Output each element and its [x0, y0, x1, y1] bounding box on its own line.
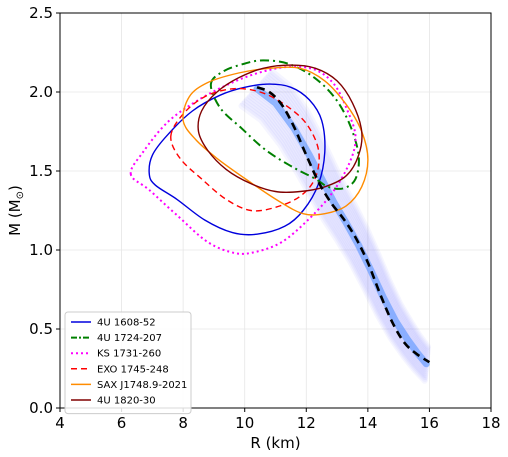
y-tick-label: 0.5	[29, 320, 53, 338]
x-axis-label: R (km)	[250, 434, 300, 452]
x-tick-label: 8	[178, 414, 188, 432]
x-tick-label: 4	[55, 414, 65, 432]
y-axis-label-main: M (M	[6, 199, 24, 236]
series-line-5	[197, 64, 363, 194]
mr-band-curve	[260, 78, 431, 360]
y-tick-label: 1.0	[29, 241, 53, 259]
x-tick-label: 14	[358, 414, 377, 432]
series-line-3	[170, 87, 320, 212]
mr-band	[238, 68, 431, 384]
mr-band-curve	[262, 76, 431, 358]
legend-entry: 4U 1724-207	[97, 333, 162, 344]
y-tick-label: 1.5	[29, 162, 53, 180]
y-axis-label: M (M⊙)	[6, 185, 26, 236]
y-tick-label: 0.0	[29, 399, 53, 417]
x-tick-label: 12	[297, 414, 316, 432]
series-layer	[129, 59, 431, 364]
mr-band-curve	[266, 72, 431, 354]
series-line-2	[129, 65, 357, 255]
x-tick-label: 18	[481, 414, 500, 432]
legend-entry: 4U 1608-52	[97, 318, 156, 329]
mr-band-core	[253, 85, 430, 368]
legend-entry: KS 1731-260	[97, 349, 161, 360]
mr-band-curve	[245, 95, 429, 377]
x-tick-label: 16	[420, 414, 439, 432]
x-tick-label: 10	[235, 414, 254, 432]
plot-frame	[59, 12, 492, 409]
mr-band-curve	[238, 102, 428, 384]
y-axis-label-close: )	[6, 185, 24, 191]
mr-band-curve	[240, 101, 428, 382]
legend-entry: 4U 1820-30	[97, 396, 156, 407]
series-line-1	[209, 59, 360, 190]
mr-band-curve	[243, 97, 429, 379]
mr-band-curve	[269, 68, 431, 350]
y-tick-label: 2.5	[29, 4, 53, 22]
legend: 4U 1608-52 4U 1724-207 KS 1731-260 EXO 1745…	[64, 311, 192, 415]
y-tick-label: 2.0	[29, 83, 53, 101]
series-line-4	[182, 66, 369, 216]
mr-band-curve	[267, 70, 431, 352]
series-line-0	[148, 83, 326, 236]
x-tick-label: 6	[117, 414, 127, 432]
legend-entry: SAX J1748.9-2021	[97, 380, 187, 391]
axis-ticks: 4 6 8 10 12 14 16 18 0.0 0.5 1.0 1.5 2.0 2.5	[29, 4, 500, 432]
mr-band-curve	[247, 93, 429, 375]
legend-box	[64, 311, 192, 415]
y-axis-label-sun-symbol: ⊙	[15, 191, 26, 199]
series-line-6	[256, 86, 431, 364]
mr-band-curve	[242, 99, 429, 380]
mr-band-curve	[259, 80, 430, 362]
legend-entry: EXO 1745-248	[97, 364, 169, 375]
